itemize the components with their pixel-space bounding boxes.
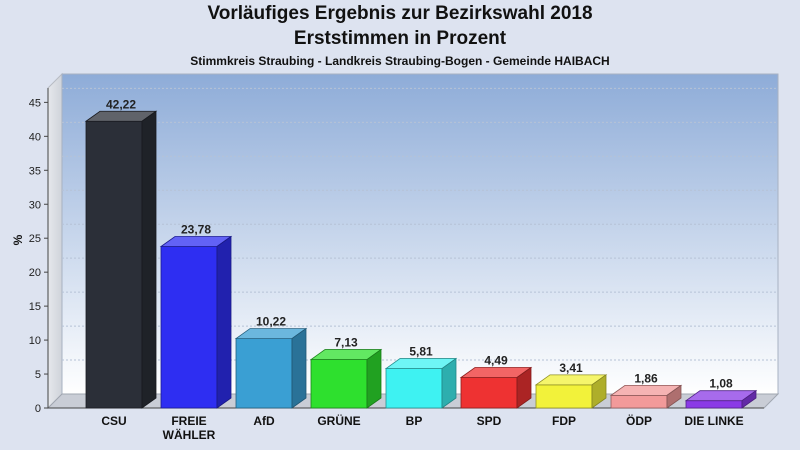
y-tick-label: 20 (29, 267, 41, 279)
bars: 42,22 23,78 10,22 7,13 5,81 4,49 3,41 1,86 1,08 (84, 97, 758, 409)
bar (534, 374, 608, 409)
x-axis-categories: CSU FREIE WÄHLER AfD GRÜNE BP SPD FDP ÖDP DIE LIN… (101, 413, 743, 442)
bar-front (235, 338, 293, 409)
gridlines (62, 87, 778, 361)
bar-value-label: 7,13 (334, 336, 358, 350)
category-label: DIE LINKE (684, 414, 743, 428)
bar-front (535, 384, 593, 409)
chart-region-subtitle: Stimmkreis Straubing - Landkreis Straubi… (190, 54, 610, 68)
category-label: GRÜNE (317, 413, 360, 428)
bar (384, 357, 458, 409)
y-tick-label: 35 (29, 165, 41, 177)
plot-side-wall (47, 72, 63, 410)
bar-side (441, 357, 457, 409)
y-tick-label: 15 (29, 301, 41, 313)
bar-side (216, 235, 232, 409)
category-label: SPD (477, 414, 502, 428)
bar-front (310, 359, 368, 409)
bar (159, 235, 233, 409)
bar-side (591, 374, 607, 409)
bar-side (666, 384, 682, 409)
bar-front (610, 394, 668, 409)
category-label: BP (406, 414, 423, 428)
y-tick-label: 25 (29, 233, 41, 245)
bar-value-label: 3,41 (559, 361, 583, 375)
y-tick-label: 5 (35, 369, 41, 381)
chart-title: Vorläufiges Ergebnis zur Bezirkswahl 201… (207, 3, 593, 24)
bar-value-label: 1,86 (634, 371, 658, 385)
bar-value-label: 42,22 (106, 97, 136, 111)
y-axis-label: % (11, 234, 25, 245)
bar-value-label: 1,08 (709, 377, 733, 391)
bar (684, 389, 758, 409)
bar-value-label: 5,81 (409, 345, 433, 359)
y-tick-label: 45 (29, 97, 41, 109)
category-label: FDP (552, 414, 576, 428)
y-tick-label: 10 (29, 335, 41, 347)
category-label: AfD (253, 414, 275, 428)
bar-value-label: 23,78 (181, 222, 211, 236)
bar-side (291, 327, 307, 409)
chart-subtitle: Erststimmen in Prozent (293, 28, 507, 49)
bar-side (516, 366, 532, 409)
bar (609, 384, 683, 409)
category-label: ÖDP (626, 413, 652, 428)
bar (234, 327, 308, 409)
bar-side (141, 110, 157, 409)
y-axis-ticks: 0 5 10 15 20 25 30 35 40 45 (29, 97, 48, 415)
category-label: FREIE WÄHLER (163, 414, 216, 442)
y-tick-label: 30 (29, 199, 41, 211)
bar-front (160, 246, 218, 409)
bar-front (85, 120, 143, 409)
category-label: CSU (101, 414, 126, 428)
bar-front (460, 377, 518, 409)
bar-value-label: 10,22 (256, 315, 286, 329)
bar (84, 110, 158, 409)
y-tick-label: 0 (35, 403, 41, 415)
bar-side (741, 389, 757, 409)
bar-front (685, 400, 743, 409)
bar (459, 366, 533, 409)
bar (309, 348, 383, 409)
y-tick-label: 40 (29, 131, 41, 143)
bar-value-label: 4,49 (484, 354, 508, 368)
bar-front (385, 368, 443, 409)
bar-side (366, 348, 382, 409)
